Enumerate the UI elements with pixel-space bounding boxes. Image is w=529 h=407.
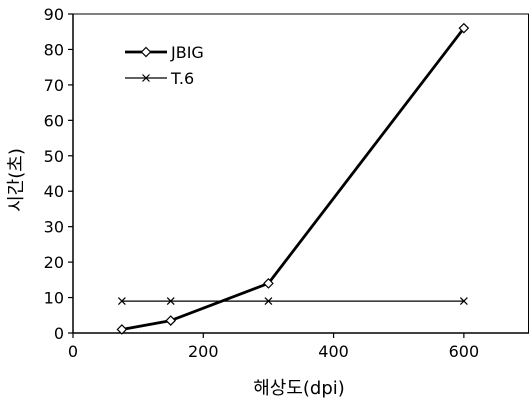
x-marker xyxy=(459,297,468,306)
legend-label: JBIG xyxy=(170,43,204,62)
diamond-marker xyxy=(165,315,177,326)
y-tick-label: 40 xyxy=(44,182,64,201)
diamond-marker xyxy=(116,324,128,335)
y-tick-label: 20 xyxy=(44,253,64,272)
y-tick-label: 70 xyxy=(44,76,64,95)
y-tick-label: 80 xyxy=(44,40,64,59)
x-tick-label: 200 xyxy=(188,342,219,361)
legend-label: T.6 xyxy=(170,69,194,88)
x-tick-label: 400 xyxy=(318,342,349,361)
x-axis: 0 200 400 600 xyxy=(68,333,479,361)
y-tick-label: 10 xyxy=(44,289,64,308)
series-group xyxy=(116,22,470,335)
x-tick-label: 0 xyxy=(68,342,78,361)
y-axis: 0 10 20 30 40 50 60 70 80 90 xyxy=(44,5,73,343)
legend: JBIG T.6 xyxy=(125,43,204,88)
series-t6 xyxy=(117,297,468,306)
x-axis-title: 해상도(dpi) xyxy=(253,378,345,399)
diamond-marker xyxy=(263,278,274,289)
diamond-marker xyxy=(140,46,152,58)
plot-area xyxy=(72,13,529,334)
series-jbig xyxy=(116,22,470,335)
y-tick-label: 0 xyxy=(54,324,64,343)
x-marker xyxy=(166,297,175,306)
y-tick-label: 60 xyxy=(44,111,64,130)
legend-item: JBIG xyxy=(125,43,204,62)
series-line xyxy=(121,27,465,331)
diamond-marker xyxy=(458,22,470,34)
x-marker xyxy=(264,297,273,306)
y-axis-title: 시간(초) xyxy=(6,148,27,212)
y-tick-label: 90 xyxy=(44,5,64,24)
legend-item: T.6 xyxy=(125,69,194,88)
x-marker xyxy=(117,297,126,306)
y-tick-label: 50 xyxy=(44,147,64,166)
x-marker xyxy=(142,74,150,82)
y-tick-label: 30 xyxy=(44,218,64,237)
x-tick-label: 600 xyxy=(449,342,480,361)
